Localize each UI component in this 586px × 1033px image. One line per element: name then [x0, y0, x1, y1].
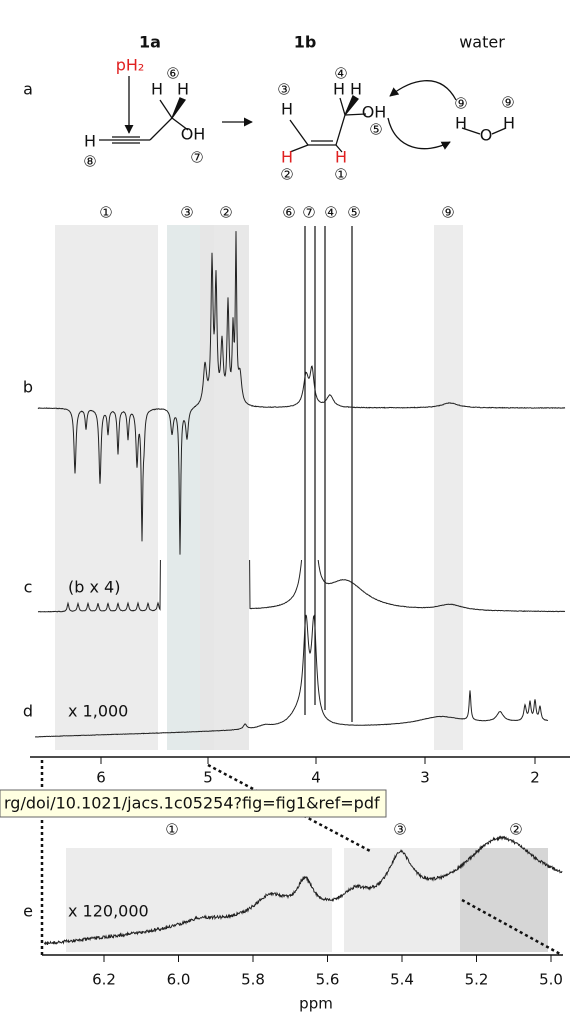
inset-note: x 120,000	[68, 902, 149, 921]
tooltip-box	[0, 789, 387, 818]
region-marker: ⑥	[282, 204, 295, 222]
trace-label: c	[24, 578, 33, 597]
atom: H	[84, 132, 96, 151]
atom: H	[503, 114, 515, 133]
site-marker: ④	[334, 65, 347, 83]
tick-label: 5.4	[390, 971, 414, 989]
site-marker: ⑥	[166, 65, 179, 83]
spectrum-trace	[35, 614, 549, 738]
tick-label: 5.0	[539, 971, 563, 989]
region-marker: ②	[509, 821, 522, 839]
site-marker: ②	[280, 166, 293, 184]
region-marker: ③	[180, 204, 193, 222]
region-marker: ⑤	[347, 204, 360, 222]
trace-note: (b x 4)	[68, 578, 120, 597]
region-marker: ①	[165, 821, 178, 839]
compound-label: 1b	[294, 33, 317, 52]
atom: OH	[181, 125, 206, 144]
parahydrogen: pH₂	[116, 56, 145, 75]
atom: H	[350, 80, 362, 99]
tick-label: 6.2	[92, 971, 116, 989]
atom: H	[333, 80, 345, 99]
region-marker: ⑨	[441, 204, 454, 222]
spectrum-trace	[44, 835, 563, 946]
atom: H	[335, 148, 347, 167]
panel-label: a	[23, 80, 33, 99]
assignment-lines	[304, 226, 353, 722]
site-marker: ⑨	[454, 95, 467, 113]
shaded-regions	[55, 225, 548, 952]
atom: O	[480, 126, 493, 145]
site-marker: ③	[277, 81, 290, 99]
tick-label: 5	[203, 769, 213, 787]
compound-label: 1a	[139, 33, 161, 52]
tick-label: 2	[530, 769, 540, 787]
tick-label: 5.2	[465, 971, 489, 989]
site-marker: ⑤	[369, 121, 382, 139]
trace-label: b	[23, 378, 33, 397]
region-marker: ③	[393, 821, 406, 839]
trace-label: d	[23, 702, 33, 721]
site-marker: ⑦	[190, 149, 203, 167]
atom: H	[177, 80, 189, 99]
tooltip-text: rg/doi/10.1021/jacs.1c05254?fig=fig1&ref…	[4, 794, 380, 813]
atom: OH	[362, 103, 387, 122]
panel-label: e	[23, 902, 33, 921]
tick-label: 3	[420, 769, 430, 787]
spectrum-trace	[37, 560, 566, 613]
region-marker: ②	[219, 204, 232, 222]
atom: H	[281, 100, 293, 119]
trace-note: x 1,000	[68, 702, 128, 721]
compound-label: water	[459, 33, 505, 52]
site-marker: ⑧	[83, 153, 96, 171]
tick-label: 5.6	[316, 971, 340, 989]
atom: H	[455, 114, 467, 133]
tick-label: 6.0	[167, 971, 191, 989]
atom: H	[151, 80, 163, 99]
region-marker: ①	[99, 204, 112, 222]
site-marker: ⑨	[501, 94, 514, 112]
atom: H	[281, 148, 293, 167]
tick-label: 5.8	[241, 971, 265, 989]
region-marker: ④	[324, 204, 337, 222]
tick-label: 6	[96, 769, 106, 787]
spectrum-trace	[37, 231, 566, 555]
axis-title: ppm	[299, 995, 333, 1013]
region-marker: ⑦	[302, 204, 315, 222]
tick-label: 4	[311, 769, 321, 787]
site-marker: ①	[334, 166, 347, 184]
scheme-bonds	[99, 76, 507, 153]
